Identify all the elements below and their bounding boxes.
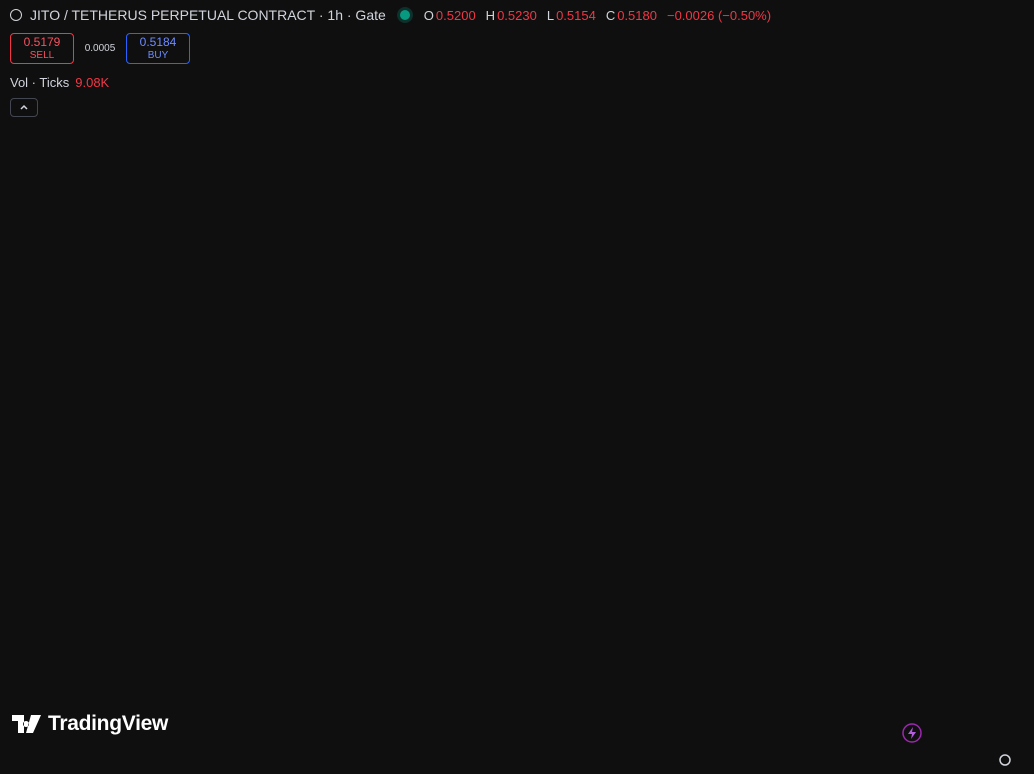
sell-button[interactable]: 0.5179 SELL — [10, 33, 74, 64]
ohlc-key: H — [485, 7, 496, 23]
brand-logo: TradingView — [12, 712, 168, 736]
ohlc-value: 0.5200 — [435, 7, 476, 23]
symbol-title: JITO / TETHERUS PERPETUAL CONTRACT · 1h … — [30, 7, 386, 23]
brand-name: TradingView — [48, 712, 169, 735]
ohlc-value: 0.5154 — [556, 7, 596, 23]
buy-price: 0.5184 — [139, 34, 177, 49]
ohlc-item: H 0.5230 — [486, 8, 537, 23]
ohlc-key: L — [546, 7, 555, 23]
ohlc-key: C — [605, 7, 616, 23]
ohlc-value: 0.5180 — [617, 7, 657, 23]
lightning-glyph — [908, 727, 916, 739]
ohlc-value: 0.5230 — [497, 7, 537, 23]
brand-glyph — [12, 715, 41, 733]
collapse-button[interactable] — [10, 98, 38, 117]
volume-indicator: Vol · Ticks — [10, 75, 70, 90]
ohlc-item: C 0.5180 — [606, 8, 657, 23]
ohlc-item: L 0.5154 — [547, 8, 596, 23]
volume-value: 9.08K — [75, 75, 110, 90]
buy-button[interactable]: 0.5184 BUY — [126, 33, 190, 64]
sell-price: 0.5179 — [23, 34, 61, 49]
ohlc-item: O 0.5200 — [424, 8, 476, 23]
chevron — [20, 104, 28, 110]
ohlc-values: O 0.5200 H 0.5230 L 0.5154 C 0.5180 −0.0026 … — [424, 8, 771, 23]
buy-label: BUY — [147, 49, 169, 61]
brand-mark — [12, 715, 41, 733]
legend-header: JITO / TETHERUS PERPETUAL CONTRACT · 1h … — [10, 7, 771, 23]
volume-legend: Vol · Ticks 9.08K — [10, 75, 109, 90]
sell-label: SELL — [29, 49, 55, 61]
ohlc-key: O — [423, 7, 434, 23]
settings-icon[interactable] — [999, 754, 1011, 766]
spread: 0.0005 — [84, 43, 116, 54]
collapse-icon — [20, 104, 28, 110]
trade-buttons: 0.5179 SELL 0.0005 0.5184 BUY — [10, 33, 190, 64]
symbol-icon — [10, 9, 22, 21]
market-status — [399, 10, 410, 20]
lightning-icon[interactable] — [902, 723, 922, 743]
change: −0.0026 (−0.50%) — [666, 7, 772, 23]
